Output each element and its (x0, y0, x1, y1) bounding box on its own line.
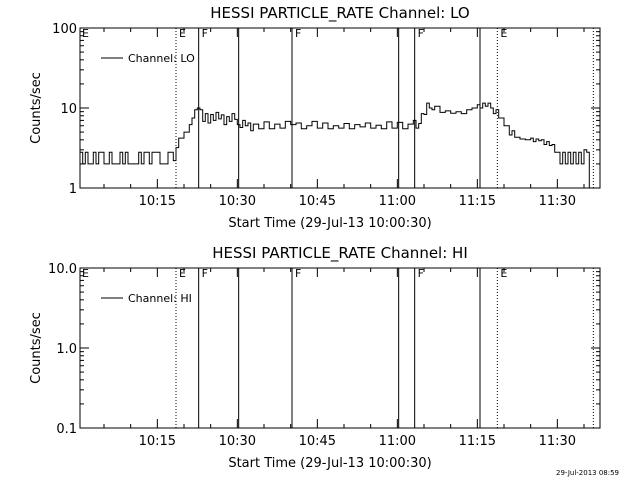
x-tick-label: 11:30 (539, 194, 576, 209)
series-line-channel-lo (80, 102, 590, 188)
marker-label: E (179, 27, 186, 40)
y-tick-label: 100 (52, 22, 77, 37)
y-tick-label: 10 (60, 102, 77, 117)
x-axis-label: Start Time (29-Jul-13 10:00:30) (228, 456, 431, 471)
panel-hi: HESSI PARTICLE_RATE Channel: HI 0.1 1.0 10.… (29, 244, 601, 471)
y-tick-label: 1.0 (56, 342, 77, 357)
x-tick-label: 11:30 (539, 434, 576, 449)
marker-label: F (418, 27, 424, 40)
x-tick-label: 10:30 (219, 194, 256, 209)
chart-title: HESSI PARTICLE_RATE Channel: LO (210, 4, 469, 23)
y-axis-label: Counts/sec (29, 312, 44, 384)
x-tick-label: 10:30 (219, 434, 256, 449)
x-tick-label: 10:45 (299, 434, 336, 449)
marker-label: F (418, 267, 424, 280)
x-tick-label: 10:15 (139, 194, 176, 209)
marker-label: E (179, 267, 186, 280)
marker-label: E (82, 27, 89, 40)
marker-label: F (295, 267, 301, 280)
marker-label: E (500, 267, 507, 280)
x-axis-label: Start Time (29-Jul-13 10:00:30) (228, 216, 431, 231)
marker-label: F (295, 27, 301, 40)
y-tick-label: 1 (69, 182, 77, 197)
y-axis-label: Counts/sec (29, 72, 44, 144)
marker-label: F (202, 267, 208, 280)
x-tick-label: 11:00 (379, 434, 416, 449)
y-tick-label: 0.1 (56, 422, 77, 437)
marker-label: F (202, 27, 208, 40)
x-tick-label: 10:45 (299, 194, 336, 209)
x-tick-label: 10:15 (139, 434, 176, 449)
marker-label: E (82, 267, 89, 280)
y-tick-label: 10.0 (48, 262, 77, 277)
x-tick-label: 11:15 (459, 434, 496, 449)
x-tick-label: 11:15 (459, 194, 496, 209)
x-tick-label: 11:00 (379, 194, 416, 209)
panel-lo: HESSI PARTICLE_RATE Channel: LO 1 10 100 10:… (29, 4, 601, 231)
marker-label: E (500, 27, 507, 40)
legend-entry: Channel: LO (128, 52, 195, 65)
chart-title: HESSI PARTICLE_RATE Channel: HI (212, 244, 468, 263)
legend-entry: Channel: HI (128, 292, 192, 305)
footer-timestamp: 29-Jul-2013 08:59 (556, 469, 619, 477)
